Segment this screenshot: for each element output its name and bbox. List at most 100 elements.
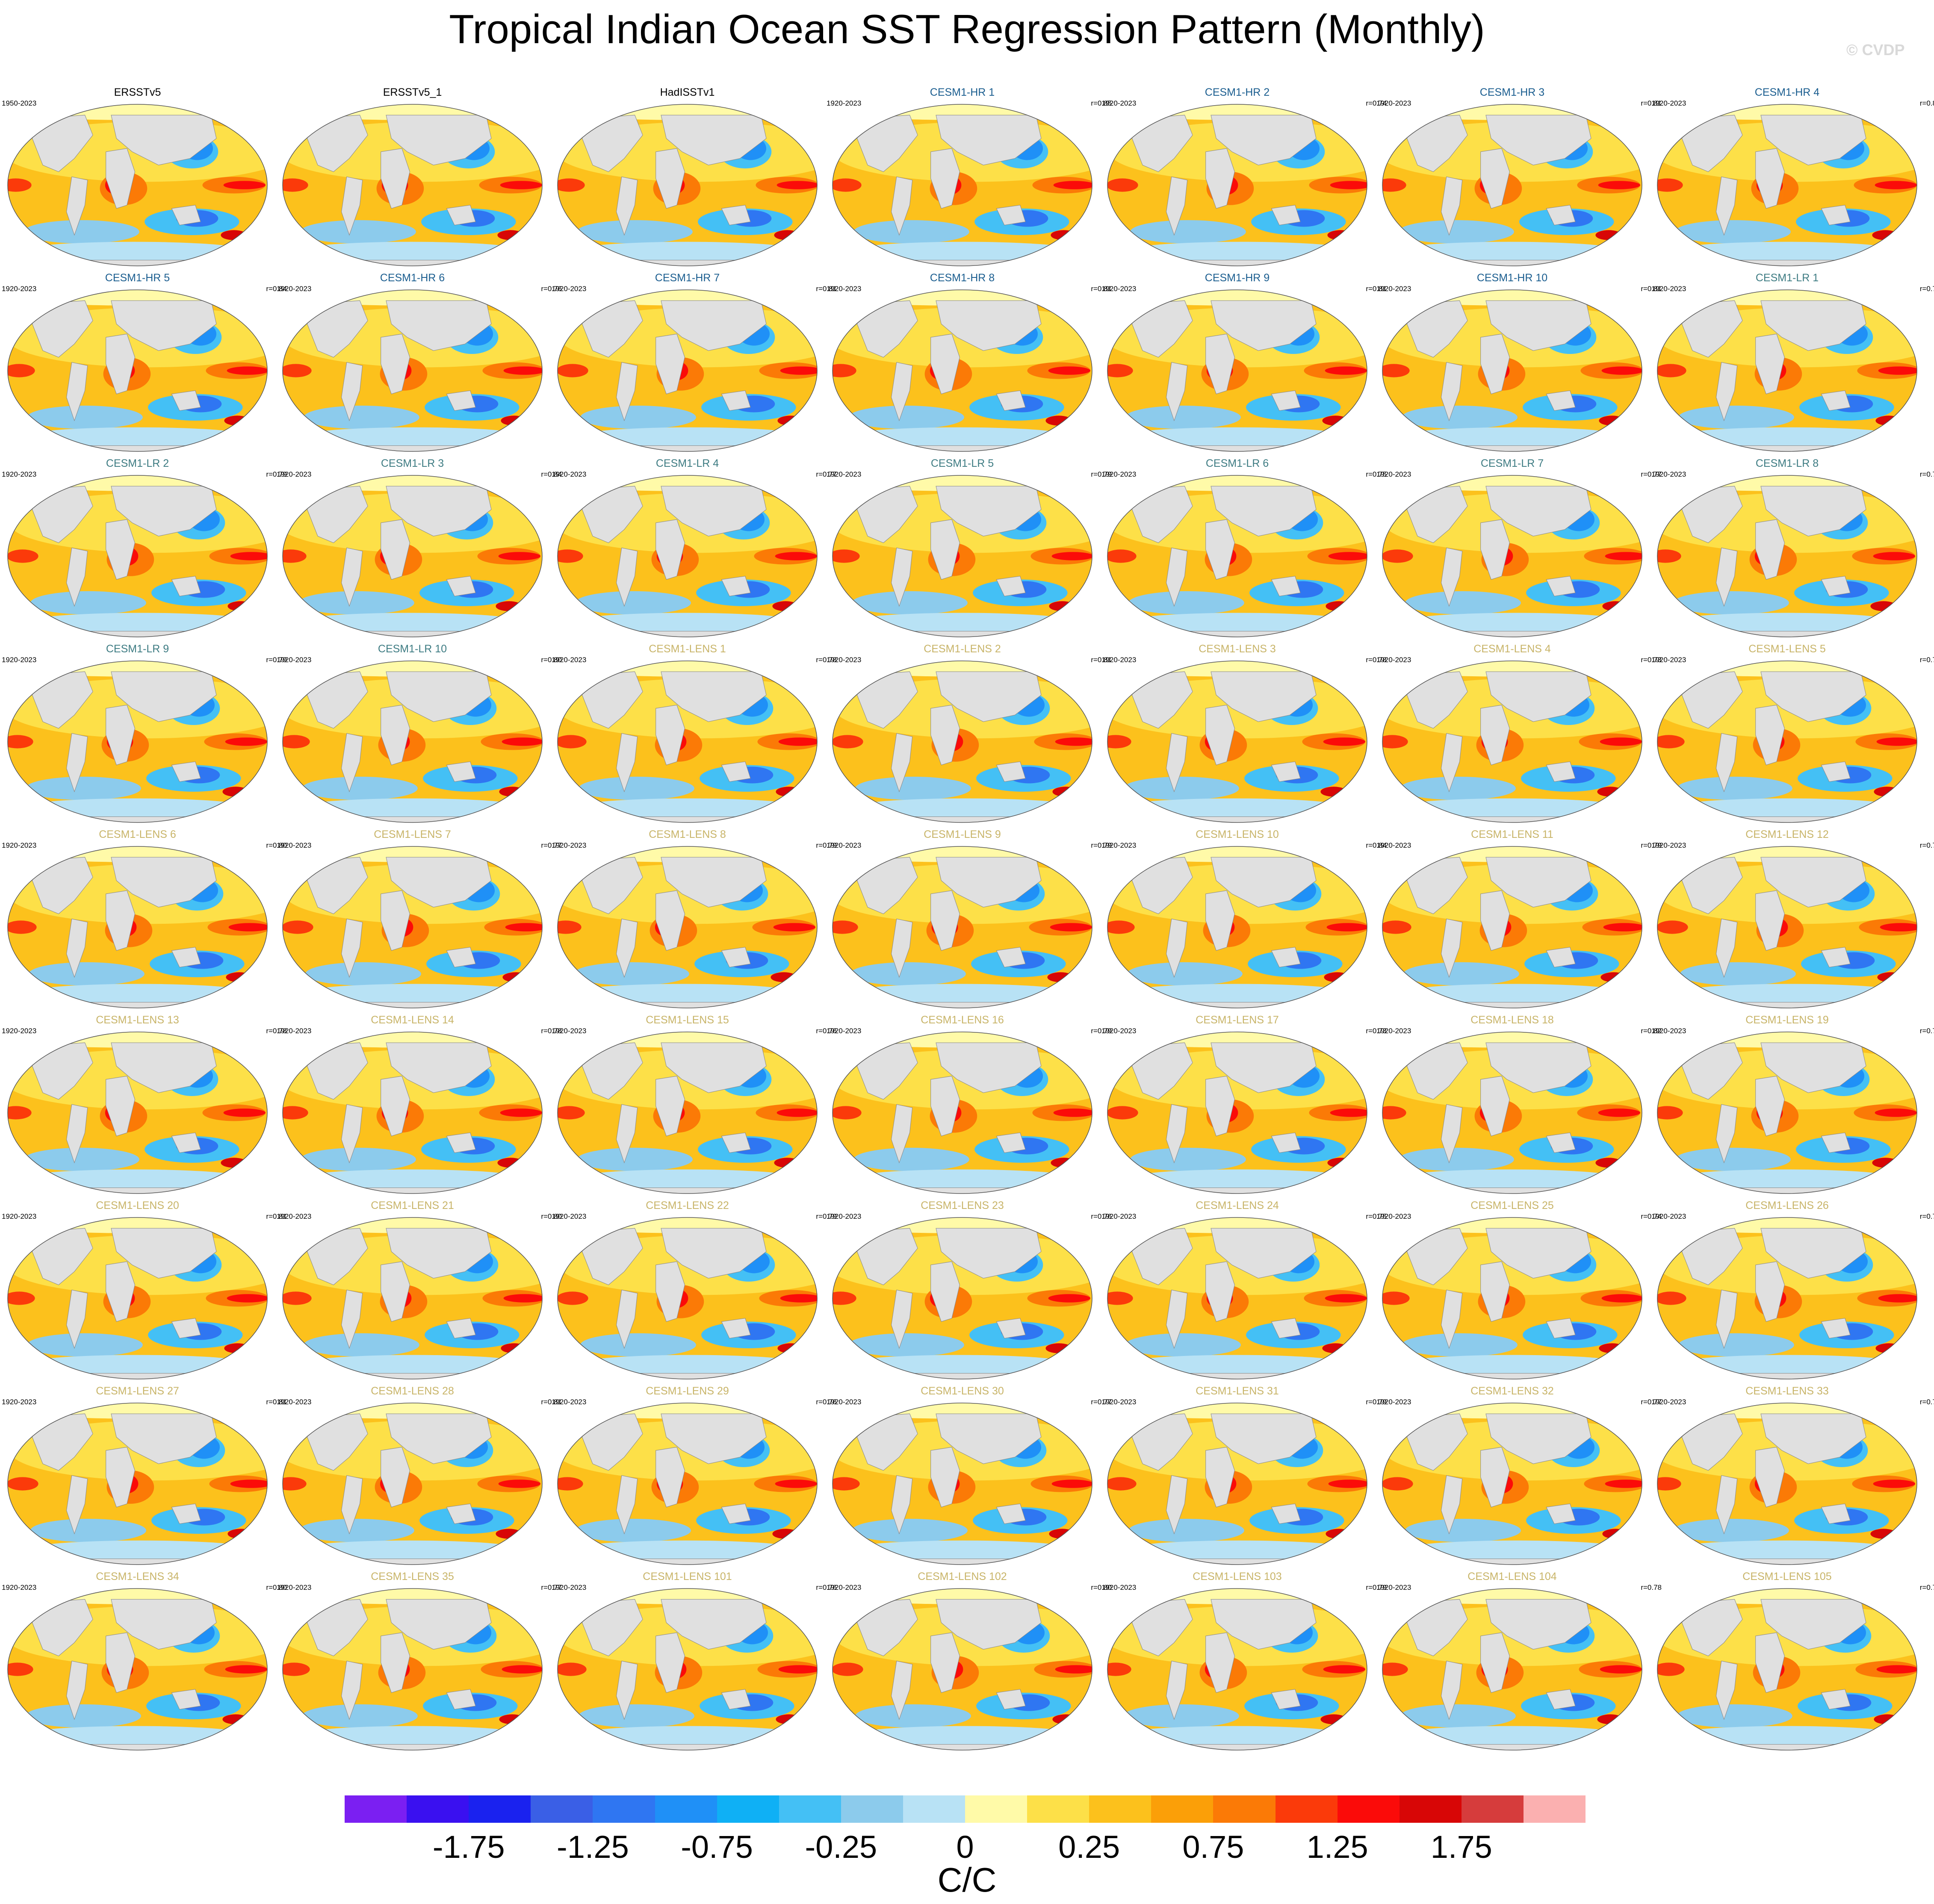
map-panel: CESM1-LR 6 1920-2023 r=0.75 [1100,456,1387,641]
panel-title: CESM1-HR 3 [1479,86,1545,98]
regression-map [282,289,543,452]
panel-title: CESM1-LR 4 [655,457,719,469]
colorbar-segment [1027,1795,1090,1823]
colorbar-segment [1213,1795,1276,1823]
map-panel: CESM1-LENS 20 1920-2023 r=0.81 [0,1198,287,1383]
map-panel: CESM1-LENS 26 1920-2023 r=0.7 [1650,1198,1934,1383]
regression-map [1107,846,1367,1008]
regression-map [282,1032,543,1194]
colorbar-tick-label: -0.75 [681,1829,753,1865]
panel-title: CESM1-LR 2 [106,457,169,469]
panel-correlation: r=0.79 [1091,841,1112,849]
panel-title: CESM1-HR 5 [105,272,170,284]
regression-map [282,475,543,637]
panel-years: 1920-2023 [1651,656,1686,664]
regression-map [7,660,268,823]
panel-title: CESM1-LR 1 [1755,272,1819,284]
panel-title: CESM1-LENS 9 [924,828,1001,840]
panel-years: 1920-2023 [552,1212,587,1220]
panel-title: ERSSTv5 [114,86,161,98]
map-panel: CESM1-LENS 13 1920-2023 r=0.78 [0,1012,287,1198]
panel-years: 1920-2023 [1376,470,1411,478]
panel-years: 1920-2023 [552,285,587,293]
panel-years: 1920-2023 [1376,1212,1411,1220]
panel-years: 1920-2023 [1651,470,1686,478]
panel-title: CESM1-LR 5 [930,457,994,469]
regression-map [1107,289,1367,452]
map-panel: CESM1-LR 8 1920-2023 r=0.7 [1650,456,1934,641]
regression-map [557,1588,818,1751]
panel-correlation: r=0.73 [1641,656,1662,664]
panel-years: 1920-2023 [827,1027,862,1035]
regression-map [7,1403,268,1565]
panel-correlation: r=0.78 [266,1027,287,1035]
map-panel: CESM1-LENS 103 1920-2023 r=0.79 [1100,1569,1387,1754]
map-panel: CESM1-LENS 102 1920-2023 r=0.80 [825,1569,1112,1754]
map-panel: CESM1-LENS 14 1920-2023 r=0.78 [275,1012,562,1198]
panel-correlation: r=0.7 [1919,1583,1934,1592]
panel-title: CESM1-LR 7 [1480,457,1544,469]
panel-years: 1920-2023 [277,841,312,849]
panel-years: 1920-2023 [277,1027,312,1035]
panel-correlation: r=0.81 [1641,285,1662,293]
colorbar-tick-label: -1.25 [557,1829,629,1865]
regression-map [7,846,268,1008]
panel-title: CESM1-LENS 101 [643,1571,732,1583]
panel-years: 1920-2023 [552,656,587,664]
regression-map [1657,104,1917,266]
map-panel: CESM1-LENS 15 1920-2023 r=0.76 [550,1012,837,1198]
panel-title: CESM1-LENS 25 [1470,1200,1554,1211]
panel-title: CESM1-HR 8 [930,272,995,284]
panel-years: 1920-2023 [1101,841,1137,849]
panel-title: CESM1-LENS 21 [371,1200,454,1211]
panel-years: 1920-2023 [2,1212,37,1220]
panel-title: CESM1-LENS 33 [1745,1385,1829,1397]
panel-correlation: r=0.7 [1919,656,1934,664]
regression-map [1107,104,1367,266]
panel-title: CESM1-LENS 14 [371,1014,454,1026]
panel-correlation: r=0.81 [266,1212,287,1220]
regression-map [282,1217,543,1379]
regression-map [1382,1588,1642,1751]
colorbar-segment [965,1795,1028,1823]
panel-correlation: r=0.81 [1366,285,1387,293]
map-panel: CESM1-LENS 34 1920-2023 r=0.80 [0,1569,287,1754]
regression-map [1107,475,1367,637]
map-panel: CESM1-HR 8 1920-2023 r=0.81 [825,270,1112,456]
panel-title: CESM1-HR 1 [930,86,995,98]
regression-map [832,289,1092,452]
panel-correlation: r=0.74 [1366,99,1387,107]
panel-years: 1920-2023 [1651,285,1686,293]
panel-years: 1920-2023 [827,99,862,107]
panel-years: 1920-2023 [277,470,312,478]
panel-correlation: r=0.7 [1919,470,1934,478]
panel-grid: ERSSTv5 1950-2023 ERSSTv5_1 HadISSTv1 CESM1-… [0,86,1934,1754]
panel-title: CESM1-LENS 7 [374,828,451,840]
colorbar-segment [779,1795,842,1823]
panel-title: CESM1-LENS 29 [646,1385,729,1397]
regression-map [282,846,543,1008]
panel-correlation: r=0.79 [1641,841,1662,849]
regression-map [1382,660,1642,823]
map-panel: CESM1-LENS 4 1920-2023 r=0.73 [1375,641,1662,827]
panel-title: CESM1-LENS 102 [918,1571,1007,1583]
map-panel: CESM1-HR 6 1920-2023 r=0.76 [275,270,562,456]
map-panel: CESM1-LENS 16 1920-2023 r=0.79 [825,1012,1112,1198]
regression-map [1657,475,1917,637]
map-panel: CESM1-LENS 17 1920-2023 r=0.73 [1100,1012,1387,1198]
panel-correlation: r=0.76 [816,1027,837,1035]
colorbar-segment [1461,1795,1524,1823]
map-panel: CESM1-LENS 19 1920-2023 r=0.7 [1650,1012,1934,1198]
panel-title: CESM1-HR 2 [1205,86,1270,98]
colorbar-segment [717,1795,780,1823]
panel-correlation: r=0.84 [1366,841,1387,849]
panel-correlation: r=0.81 [541,1398,562,1406]
panel-correlation: r=0.79 [1366,1398,1387,1406]
regression-map [832,1403,1092,1565]
panel-correlation: r=0.79 [816,1212,837,1220]
map-panel: CESM1-LENS 5 1920-2023 r=0.7 [1650,641,1934,827]
panel-title: CESM1-LR 3 [381,457,444,469]
panel-title: CESM1-LR 8 [1755,457,1819,469]
regression-map [282,104,543,266]
colorbar-segment [1275,1795,1338,1823]
